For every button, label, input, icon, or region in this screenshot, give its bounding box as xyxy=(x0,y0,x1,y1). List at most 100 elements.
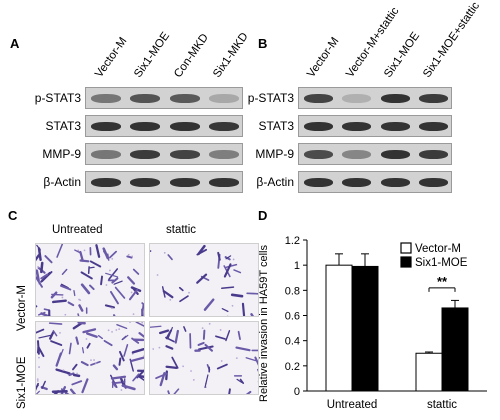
membrane-pore xyxy=(36,378,39,381)
stained-cell xyxy=(79,259,90,263)
stained-cell xyxy=(165,370,168,381)
stained-cell xyxy=(80,271,93,280)
membrane-pore xyxy=(59,331,61,334)
stained-cell xyxy=(55,352,62,367)
membrane-pore xyxy=(231,304,234,307)
stained-cell xyxy=(138,332,144,338)
membrane-pore xyxy=(78,298,80,301)
membrane-pore xyxy=(105,284,108,286)
stained-cell xyxy=(40,261,44,274)
stained-cell xyxy=(126,255,133,259)
panel-a-lane-label-vector-m: Vector-M xyxy=(92,35,130,80)
panel-a-band xyxy=(130,150,161,159)
stained-cell xyxy=(88,284,95,291)
stained-cell xyxy=(104,304,116,309)
stained-cell xyxy=(110,375,127,380)
membrane-pore xyxy=(36,379,39,382)
stained-cell xyxy=(74,249,81,254)
stained-cell xyxy=(114,380,126,384)
micrograph-vector-m-stattic xyxy=(149,243,259,317)
membrane-pore xyxy=(232,258,235,261)
membrane-pore xyxy=(235,357,238,360)
stained-cell xyxy=(72,373,81,378)
micrograph-six1-moe-untreated xyxy=(35,321,145,395)
panel-a-band xyxy=(90,178,121,187)
panel-a-band xyxy=(209,178,240,187)
stained-cell xyxy=(167,254,173,261)
panel-b-band xyxy=(380,178,410,187)
stained-cell xyxy=(71,380,83,386)
stained-cell xyxy=(44,255,53,264)
panel-b-band xyxy=(342,178,372,187)
panel-b-band xyxy=(303,178,333,187)
stained-cell xyxy=(159,372,166,387)
y-tick-label: 0.2 xyxy=(285,361,300,373)
stained-cell xyxy=(196,248,208,256)
bar-vector-m-stattic xyxy=(415,352,443,392)
stained-cell xyxy=(111,381,117,388)
membrane-pore xyxy=(141,322,144,324)
membrane-pore xyxy=(90,359,92,362)
membrane-pore xyxy=(188,291,190,294)
stained-cell xyxy=(235,346,251,352)
stained-cell xyxy=(103,339,113,347)
panel-b-band xyxy=(419,150,449,159)
panel-b-band xyxy=(303,94,333,103)
stained-cell xyxy=(132,373,140,382)
membrane-pore xyxy=(143,355,144,358)
stained-cell xyxy=(141,303,144,316)
membrane-pore xyxy=(95,316,97,317)
stained-cell xyxy=(79,250,84,262)
panel-b-band xyxy=(342,122,372,131)
membrane-pore xyxy=(109,269,111,272)
legend-swatch-six1-moe xyxy=(400,256,412,268)
stained-cell xyxy=(100,275,104,286)
stained-cell xyxy=(174,329,179,344)
panel-a-band xyxy=(209,122,240,131)
stained-cell xyxy=(67,301,75,307)
stained-cell xyxy=(41,271,53,283)
stained-cell xyxy=(204,343,214,352)
stained-cell xyxy=(121,384,136,391)
panel-a-blot-strip-p-stat3 xyxy=(85,87,243,109)
panel-b-band xyxy=(419,178,449,187)
stained-cell xyxy=(225,255,232,260)
stained-cell xyxy=(49,331,55,340)
stained-cell xyxy=(48,322,63,325)
y-tick-label: 0.4 xyxy=(285,336,300,348)
stained-cell xyxy=(80,361,89,367)
membrane-pore xyxy=(257,380,258,383)
membrane-pore xyxy=(199,394,201,395)
stained-cell xyxy=(75,336,80,345)
membrane-pore xyxy=(158,346,161,349)
stained-cell xyxy=(37,247,42,262)
panel-b-lane-label-six1-moe: Six1-MOE xyxy=(382,30,423,80)
panel-b-blot-strip-p-stat3 xyxy=(298,87,452,109)
stained-cell xyxy=(86,332,98,338)
stained-cell xyxy=(68,372,75,377)
stained-cell xyxy=(197,345,214,351)
stained-cell xyxy=(221,308,229,313)
panel-b-lane-label-six1-moe-stattic: Six1-MOE+stattic xyxy=(420,0,482,81)
panel-b-row-label-mmp-9: MMP-9 xyxy=(255,147,294,161)
stained-cell xyxy=(138,375,144,379)
membrane-pore xyxy=(38,366,40,368)
panel-a-band xyxy=(169,150,200,159)
stained-cell xyxy=(130,356,144,363)
stained-cell xyxy=(105,272,119,278)
membrane-pore xyxy=(62,369,65,371)
y-tick-label: 0 xyxy=(294,386,300,398)
stained-cell xyxy=(112,364,119,371)
micrograph-row-label-six1-moe: Six1-MOE xyxy=(16,356,28,409)
stained-cell xyxy=(135,322,144,327)
bar-vector-m-untreated xyxy=(325,264,353,392)
panel-d-letter: D xyxy=(258,208,268,223)
membrane-pore xyxy=(190,370,192,372)
membrane-pore xyxy=(127,253,130,256)
membrane-pore xyxy=(94,362,97,364)
panel-a-blot-strip-mmp-9 xyxy=(85,143,243,165)
stained-cell xyxy=(250,313,255,316)
stained-cell xyxy=(82,328,97,334)
micrograph-six1-moe-stattic xyxy=(149,321,259,395)
stained-cell xyxy=(241,302,246,316)
